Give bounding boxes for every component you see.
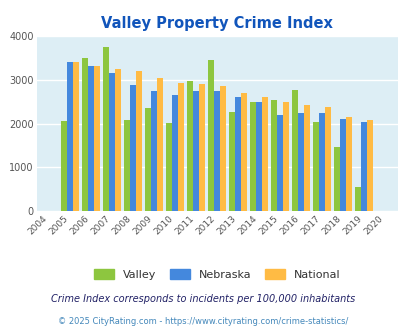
Bar bbox=[303, 105, 309, 211]
Title: Valley Property Crime Index: Valley Property Crime Index bbox=[101, 16, 333, 31]
Bar bbox=[334, 147, 339, 211]
Bar bbox=[130, 85, 136, 211]
Bar bbox=[193, 90, 198, 211]
Bar bbox=[250, 102, 256, 211]
Bar bbox=[61, 121, 67, 211]
Bar bbox=[82, 58, 88, 211]
Bar bbox=[292, 90, 298, 211]
Bar bbox=[241, 93, 246, 211]
Bar bbox=[157, 78, 162, 211]
Bar bbox=[124, 120, 130, 211]
Text: Crime Index corresponds to incidents per 100,000 inhabitants: Crime Index corresponds to incidents per… bbox=[51, 294, 354, 304]
Bar bbox=[256, 102, 262, 211]
Bar bbox=[366, 120, 372, 211]
Bar bbox=[67, 62, 73, 211]
Legend: Valley, Nebraska, National: Valley, Nebraska, National bbox=[94, 269, 339, 280]
Bar bbox=[94, 66, 100, 211]
Bar bbox=[220, 86, 226, 211]
Bar bbox=[172, 95, 178, 211]
Bar bbox=[88, 66, 94, 211]
Bar bbox=[271, 100, 277, 211]
Text: © 2025 CityRating.com - https://www.cityrating.com/crime-statistics/: © 2025 CityRating.com - https://www.city… bbox=[58, 317, 347, 326]
Bar bbox=[145, 108, 151, 211]
Bar bbox=[115, 69, 121, 211]
Bar bbox=[109, 74, 115, 211]
Bar bbox=[198, 83, 205, 211]
Bar bbox=[277, 115, 282, 211]
Bar bbox=[282, 102, 288, 211]
Bar bbox=[298, 113, 303, 211]
Bar bbox=[339, 119, 345, 211]
Bar bbox=[360, 121, 366, 211]
Bar bbox=[166, 123, 172, 211]
Bar bbox=[318, 113, 324, 211]
Bar bbox=[313, 121, 318, 211]
Bar bbox=[136, 71, 142, 211]
Bar bbox=[178, 82, 183, 211]
Bar bbox=[262, 97, 267, 211]
Bar bbox=[324, 107, 330, 211]
Bar bbox=[151, 91, 157, 211]
Bar bbox=[208, 60, 214, 211]
Bar bbox=[214, 91, 220, 211]
Bar bbox=[234, 97, 241, 211]
Bar bbox=[229, 113, 234, 211]
Bar bbox=[187, 81, 193, 211]
Bar bbox=[73, 62, 79, 211]
Bar bbox=[354, 187, 360, 211]
Bar bbox=[345, 117, 351, 211]
Bar bbox=[103, 47, 109, 211]
